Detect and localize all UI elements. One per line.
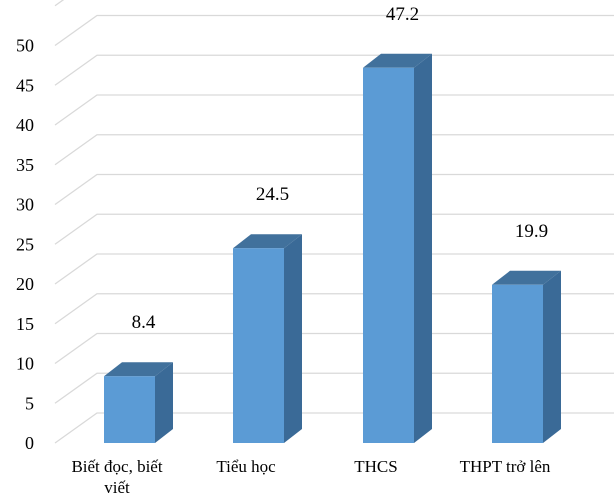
data-labels: 8.4 24.5 47.2 19.9 (132, 4, 549, 333)
gridline (54, 134, 614, 166)
gridlines (54, 0, 614, 444)
data-label: 8.4 (132, 312, 156, 333)
y-tick-label: 0 (25, 433, 34, 453)
bar-top (492, 270, 561, 285)
y-axis-tick-labels: 0 5 10 15 20 25 30 35 40 45 50 (16, 36, 34, 454)
category-label-line: THCS (354, 457, 397, 476)
y-tick-label: 10 (16, 354, 34, 374)
y-tick-label: 40 (16, 115, 34, 135)
gridline (54, 253, 614, 285)
bar-side (284, 234, 302, 443)
category-labels: Biết đọc, biết viết Tiểu học THCS THPT trở l… (71, 457, 550, 497)
y-tick-label: 35 (16, 155, 34, 175)
data-label: 47.2 (386, 4, 419, 25)
bar-top (363, 53, 432, 68)
category-label-line: THPT trở lên (460, 457, 551, 476)
bar-side (414, 53, 432, 443)
y-tick-label: 20 (16, 274, 34, 294)
gridline (54, 94, 614, 126)
y-tick-label: 25 (16, 234, 34, 254)
y-tick-label: 30 (16, 195, 34, 215)
category-label: Tiểu học (216, 457, 276, 476)
category-label-line: viết (104, 478, 130, 497)
bar (492, 284, 543, 443)
y-tick-label: 5 (25, 393, 34, 413)
gridline (54, 173, 614, 206)
data-label: 19.9 (515, 221, 548, 242)
gridline (54, 14, 614, 47)
gridline (54, 332, 614, 365)
bar (363, 67, 414, 443)
category-label-line: Biết đọc, biết (71, 457, 162, 476)
bar-side (155, 362, 173, 443)
bar-top (104, 362, 173, 377)
bars (104, 53, 561, 443)
category-label: Biết đọc, biết viết (71, 457, 162, 497)
gridline (54, 54, 614, 86)
gridline (54, 213, 614, 245)
y-tick-label: 45 (16, 75, 34, 95)
bar (104, 376, 155, 443)
gridline (54, 372, 614, 404)
gridline (54, 412, 614, 444)
category-label: THCS (354, 457, 397, 476)
category-label: THPT trở lên (460, 457, 551, 476)
y-tick-label: 15 (16, 314, 34, 334)
bar-side (543, 270, 561, 443)
bar-top (233, 234, 302, 249)
bar (233, 248, 284, 443)
category-label-line: Tiểu học (216, 457, 276, 476)
gridline (54, 0, 65, 7)
gridline (54, 293, 614, 325)
data-label: 24.5 (256, 184, 289, 205)
y-tick-label: 50 (16, 36, 34, 56)
